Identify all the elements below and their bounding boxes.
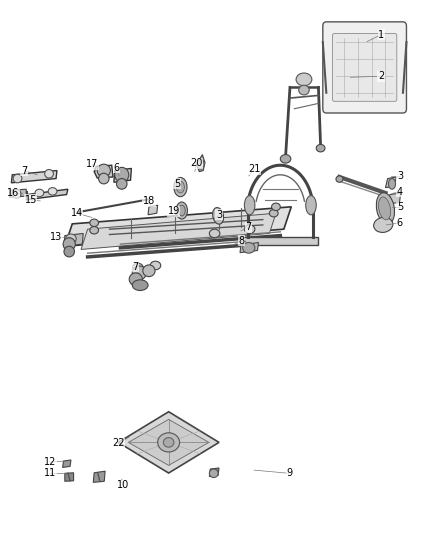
FancyBboxPatch shape: [332, 34, 397, 101]
Text: 7: 7: [133, 262, 139, 271]
Ellipse shape: [243, 243, 255, 253]
Ellipse shape: [244, 225, 255, 233]
Polygon shape: [64, 233, 83, 246]
Text: 15: 15: [25, 195, 37, 205]
Ellipse shape: [176, 202, 187, 219]
Ellipse shape: [117, 179, 127, 189]
Text: 18: 18: [143, 197, 155, 206]
Ellipse shape: [132, 266, 146, 280]
Ellipse shape: [177, 181, 184, 193]
Ellipse shape: [13, 174, 22, 183]
Text: 7: 7: [246, 222, 252, 232]
Polygon shape: [65, 207, 291, 246]
Polygon shape: [63, 460, 71, 467]
Ellipse shape: [158, 433, 180, 452]
Ellipse shape: [244, 196, 255, 215]
Text: 20: 20: [190, 158, 202, 168]
Ellipse shape: [209, 229, 220, 238]
Ellipse shape: [12, 190, 21, 198]
Ellipse shape: [66, 234, 76, 244]
Polygon shape: [81, 213, 276, 249]
Ellipse shape: [143, 265, 155, 277]
Ellipse shape: [376, 193, 395, 224]
Ellipse shape: [209, 469, 218, 478]
Ellipse shape: [197, 159, 204, 169]
Ellipse shape: [306, 196, 316, 215]
Text: 6: 6: [397, 218, 403, 228]
Polygon shape: [94, 165, 113, 178]
Text: 6: 6: [113, 163, 119, 173]
Polygon shape: [93, 471, 105, 482]
Text: 4: 4: [397, 187, 403, 197]
Ellipse shape: [299, 85, 309, 95]
Ellipse shape: [212, 207, 224, 224]
Ellipse shape: [97, 164, 110, 177]
Text: 16: 16: [7, 189, 19, 198]
Ellipse shape: [115, 167, 129, 182]
Polygon shape: [65, 473, 74, 481]
Text: 19: 19: [168, 206, 180, 216]
Text: 5: 5: [397, 203, 403, 212]
Ellipse shape: [316, 144, 325, 152]
Text: 21: 21: [248, 165, 260, 174]
Ellipse shape: [133, 263, 143, 272]
Ellipse shape: [64, 246, 74, 257]
Polygon shape: [128, 419, 209, 465]
Text: 5: 5: [174, 179, 180, 189]
Text: 22: 22: [112, 439, 124, 448]
Ellipse shape: [280, 155, 291, 163]
Ellipse shape: [150, 261, 161, 270]
Polygon shape: [243, 237, 318, 245]
Polygon shape: [209, 468, 219, 477]
Ellipse shape: [296, 73, 312, 86]
Ellipse shape: [174, 177, 187, 197]
Polygon shape: [240, 243, 258, 253]
Text: 12: 12: [44, 457, 57, 467]
Text: 3: 3: [216, 210, 222, 220]
Ellipse shape: [90, 219, 99, 227]
Polygon shape: [11, 171, 57, 183]
Ellipse shape: [378, 197, 391, 220]
Polygon shape: [114, 168, 131, 182]
Ellipse shape: [45, 169, 53, 178]
Polygon shape: [10, 189, 26, 197]
Text: 13: 13: [50, 232, 62, 242]
Ellipse shape: [48, 188, 57, 195]
Ellipse shape: [336, 176, 343, 182]
Polygon shape: [148, 205, 158, 215]
Ellipse shape: [269, 209, 278, 217]
Text: 17: 17: [86, 159, 98, 169]
Ellipse shape: [374, 217, 393, 232]
Text: 2: 2: [378, 71, 384, 81]
Polygon shape: [196, 155, 205, 172]
Ellipse shape: [35, 189, 44, 197]
Text: 14: 14: [71, 208, 83, 218]
Ellipse shape: [129, 273, 142, 286]
Polygon shape: [385, 177, 396, 188]
Ellipse shape: [99, 173, 109, 184]
Text: 9: 9: [286, 469, 292, 478]
Ellipse shape: [272, 203, 280, 211]
Text: 10: 10: [117, 480, 129, 490]
Ellipse shape: [389, 179, 396, 189]
Text: 3: 3: [397, 172, 403, 181]
Ellipse shape: [163, 438, 174, 447]
Text: 8: 8: [239, 236, 245, 246]
Ellipse shape: [178, 205, 185, 216]
Text: 1: 1: [378, 30, 384, 39]
Ellipse shape: [132, 280, 148, 290]
Ellipse shape: [63, 238, 75, 251]
Ellipse shape: [90, 227, 99, 234]
FancyBboxPatch shape: [323, 22, 406, 113]
Text: 7: 7: [21, 166, 27, 175]
Polygon shape: [26, 189, 68, 200]
Polygon shape: [118, 411, 219, 473]
Polygon shape: [389, 193, 401, 204]
Text: 11: 11: [44, 469, 57, 478]
